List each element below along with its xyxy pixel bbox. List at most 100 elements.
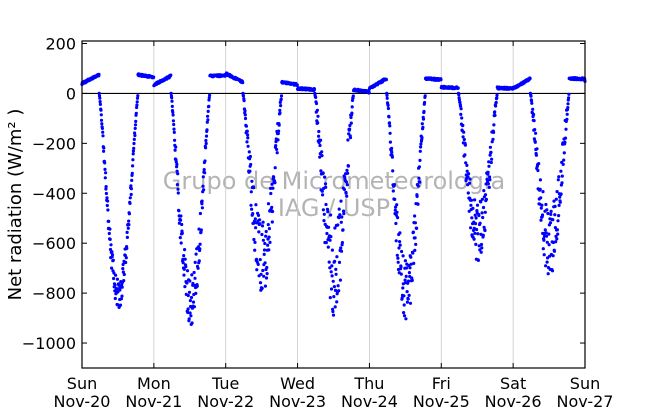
data-point xyxy=(197,259,201,263)
data-point xyxy=(189,295,194,300)
data-point xyxy=(243,116,248,121)
data-point xyxy=(129,187,133,191)
data-point xyxy=(546,211,550,216)
data-point xyxy=(337,207,341,211)
data-point xyxy=(129,184,133,188)
data-point xyxy=(264,276,269,280)
data-point xyxy=(106,208,110,212)
data-point xyxy=(261,268,265,273)
data-point xyxy=(100,126,104,130)
data-point xyxy=(413,248,417,252)
data-point xyxy=(104,171,108,175)
data-point xyxy=(194,291,198,295)
data-point xyxy=(418,158,422,162)
data-point xyxy=(127,223,131,227)
data-point xyxy=(201,184,205,188)
data-point xyxy=(398,240,402,244)
data-point xyxy=(479,200,483,204)
data-point xyxy=(474,216,478,220)
data-point xyxy=(544,234,549,238)
data-point xyxy=(476,258,480,262)
data-point xyxy=(271,209,275,214)
data-point xyxy=(483,228,487,233)
data-point xyxy=(480,197,484,201)
data-point xyxy=(351,94,355,98)
data-point xyxy=(270,182,274,186)
data-point xyxy=(547,232,551,236)
data-point xyxy=(191,300,196,304)
data-point xyxy=(459,112,463,116)
data-point xyxy=(479,250,483,254)
data-point xyxy=(115,277,119,281)
data-point xyxy=(464,161,468,165)
y-tick-label: −1000 xyxy=(22,334,76,353)
data-point xyxy=(189,314,193,318)
data-point xyxy=(394,221,398,226)
data-point xyxy=(406,279,411,283)
watermark-line-1: Grupo de Micrometeorologia xyxy=(163,167,505,195)
data-point xyxy=(266,223,270,227)
data-point xyxy=(539,206,543,210)
data-point xyxy=(248,154,252,159)
data-point xyxy=(101,134,105,138)
data-point xyxy=(110,266,114,270)
data-point xyxy=(206,118,210,122)
data-point xyxy=(337,289,341,293)
data-point xyxy=(172,122,176,127)
data-point xyxy=(413,214,417,218)
data-point xyxy=(254,226,258,230)
y-tick-label: 0 xyxy=(66,84,76,103)
data-point xyxy=(467,172,471,176)
data-point xyxy=(320,150,324,154)
data-point xyxy=(391,189,395,193)
data-point xyxy=(541,190,545,194)
data-point xyxy=(246,136,250,140)
data-point xyxy=(200,199,204,203)
data-point xyxy=(202,188,206,192)
data-point xyxy=(416,184,420,188)
data-point xyxy=(471,206,475,210)
data-point xyxy=(486,179,490,183)
data-point xyxy=(475,227,479,232)
data-point xyxy=(323,182,328,186)
data-point xyxy=(367,90,371,94)
data-point xyxy=(384,78,388,82)
data-point xyxy=(469,198,474,202)
y-tick-label: −600 xyxy=(32,234,76,253)
data-point xyxy=(553,226,558,230)
data-point xyxy=(198,242,202,246)
data-point xyxy=(268,240,272,244)
data-point xyxy=(387,115,391,119)
data-point xyxy=(273,181,277,185)
data-point xyxy=(171,110,175,114)
data-point xyxy=(486,170,490,174)
data-point xyxy=(320,189,324,193)
data-point xyxy=(328,296,332,300)
data-point xyxy=(279,104,283,108)
data-point xyxy=(249,203,253,207)
data-point xyxy=(487,164,491,168)
data-point xyxy=(128,201,132,205)
data-point xyxy=(331,309,335,314)
data-point xyxy=(418,149,422,153)
data-point xyxy=(121,267,125,271)
data-point xyxy=(171,119,175,123)
y-axis-ticks: 200 0 −200 −400 −600 −800 −1000 xyxy=(22,34,585,353)
data-point xyxy=(99,108,103,112)
data-point xyxy=(254,257,259,261)
y-tick-label: 200 xyxy=(45,34,76,53)
data-point xyxy=(395,210,399,214)
data-point xyxy=(480,246,484,250)
data-point xyxy=(256,262,260,266)
data-point xyxy=(171,113,175,117)
data-point xyxy=(204,146,208,150)
data-point xyxy=(494,100,498,105)
data-point xyxy=(456,86,460,90)
data-point xyxy=(467,181,472,185)
data-point xyxy=(250,207,254,211)
data-point xyxy=(316,114,320,118)
data-point xyxy=(545,260,549,264)
data-point xyxy=(478,248,482,252)
data-point xyxy=(337,216,341,220)
data-point xyxy=(413,221,417,225)
